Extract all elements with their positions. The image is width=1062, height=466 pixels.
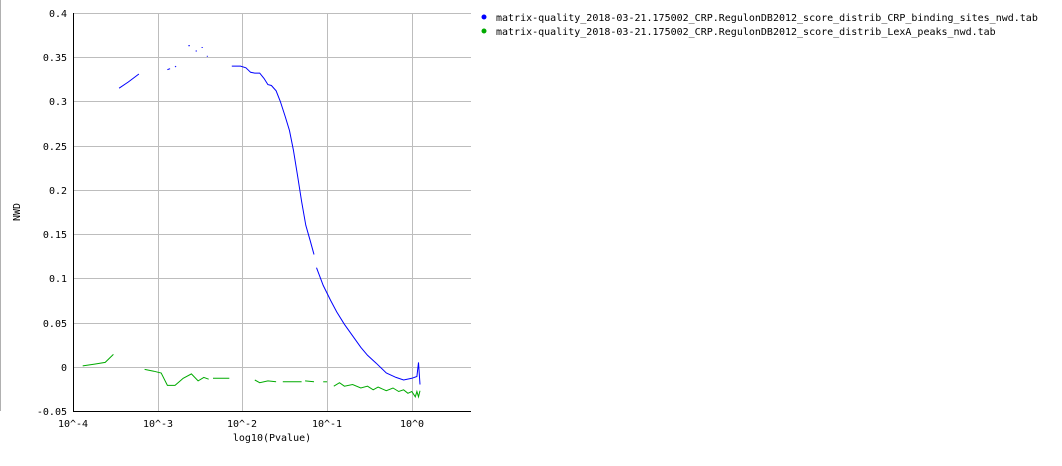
y-tick-label: 0.3	[49, 97, 67, 108]
legend-label-2: matrix-quality_2018-03-21.175002_CRP.Reg…	[496, 27, 996, 38]
series-2-line	[333, 382, 421, 399]
series-1-line	[174, 65, 177, 68]
series-2-line	[305, 380, 315, 383]
series-1-line	[167, 68, 171, 71]
y-tick-label: 0.15	[43, 230, 67, 241]
series-2-line	[144, 368, 209, 386]
series-1-line	[316, 267, 421, 385]
x-tick-label: 10^-1	[312, 419, 342, 430]
y-tick-label: 0.1	[49, 274, 67, 285]
y-axis-title: NWD	[12, 203, 23, 221]
y-tick-label: 0.4	[49, 9, 67, 20]
series-1-line	[118, 73, 140, 89]
x-tick-label: 10^0	[400, 419, 424, 430]
series-2-line	[82, 354, 114, 367]
series-2-line	[254, 379, 277, 384]
y-tick-label: -0.05	[37, 407, 67, 418]
x-tick-label: 10^-3	[143, 419, 173, 430]
x-tick-label: 10^-4	[58, 419, 88, 430]
y-tick-label: 0.25	[43, 142, 67, 153]
y-tick-label: 0.05	[43, 319, 67, 330]
y-tick-label: 0.2	[49, 186, 67, 197]
x-axis-title: log10(Pvalue)	[233, 433, 311, 444]
legend-marker-1	[481, 14, 487, 20]
series-1-line	[231, 65, 315, 255]
legend-label-1: matrix-quality_2018-03-21.175002_CRP.Reg…	[496, 13, 1038, 24]
y-tick-label: 0.35	[43, 53, 67, 64]
x-tick-label: 10^-2	[227, 419, 257, 430]
y-tick-label: 0	[61, 363, 67, 374]
legend-marker-2	[481, 28, 487, 34]
